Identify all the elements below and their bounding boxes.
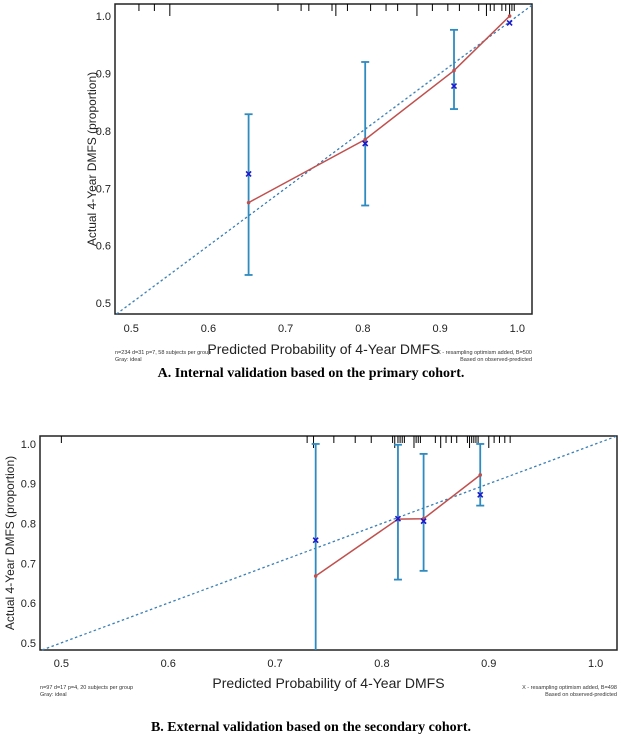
x-tick-label: 0.5 bbox=[54, 658, 69, 670]
footnote-right: Based on observed-predicted bbox=[545, 692, 617, 698]
footnote-right: Based on observed-predicted bbox=[460, 357, 532, 363]
y-tick-label: 0.9 bbox=[96, 68, 111, 80]
y-tick-label: 0.8 bbox=[21, 519, 36, 531]
plot-frame bbox=[39, 435, 618, 651]
apparent-line bbox=[315, 474, 481, 577]
apparent-point bbox=[452, 68, 456, 73]
x-tick-label: 1.0 bbox=[510, 323, 525, 335]
y-tick-label: 0.7 bbox=[96, 183, 111, 195]
bias-corrected-point bbox=[477, 491, 484, 498]
bias-corrected-point bbox=[420, 518, 427, 525]
bias-corrected-point bbox=[362, 140, 369, 147]
bias-corrected-point bbox=[312, 537, 319, 544]
x-tick-label: 0.7 bbox=[278, 323, 293, 335]
y-tick-label: 1.0 bbox=[96, 11, 111, 23]
ideal-line bbox=[41, 435, 618, 651]
x-tick-label: 0.7 bbox=[267, 658, 282, 670]
plot-frame bbox=[114, 3, 533, 315]
caption-a: A. Internal validation based on the prim… bbox=[157, 366, 465, 381]
bias-corrected-point bbox=[450, 83, 458, 90]
y-axis-label: Actual 4-Year DMFS (proportion) bbox=[3, 456, 17, 630]
footnote-left: n=234 d=31 p=7, 58 subjects per group bbox=[115, 350, 211, 356]
x-tick-label: 0.5 bbox=[124, 323, 139, 335]
ideal-line bbox=[116, 4, 533, 315]
y-tick-label: 0.9 bbox=[21, 479, 36, 491]
y-tick-label: 0.7 bbox=[21, 558, 36, 570]
bias-corrected-point bbox=[506, 19, 513, 27]
apparent-point bbox=[246, 200, 251, 205]
bias-corrected-point bbox=[394, 515, 402, 522]
x-tick-label: 0.6 bbox=[201, 323, 216, 335]
y-axis-label: Actual 4-Year DMFS (proportion) bbox=[85, 72, 99, 246]
x-tick-label: 1.0 bbox=[588, 658, 603, 670]
apparent-line bbox=[248, 15, 511, 204]
bias-corrected-point bbox=[245, 170, 252, 177]
y-tick-label: 0.5 bbox=[96, 298, 111, 310]
x-tick-label: 0.8 bbox=[355, 323, 370, 335]
footnote-left: Gray: ideal bbox=[115, 357, 142, 363]
y-tick-label: 0.5 bbox=[21, 638, 36, 650]
y-tick-label: 0.8 bbox=[96, 126, 111, 138]
x-axis-label: Predicted Probability of 4-Year DMFS bbox=[207, 341, 439, 357]
y-tick-label: 1.0 bbox=[21, 439, 36, 451]
apparent-point bbox=[478, 473, 483, 477]
apparent-point bbox=[313, 574, 318, 578]
y-tick-label: 0.6 bbox=[96, 241, 111, 253]
footnote-right: X - resampling optimism added, B=498 bbox=[522, 685, 617, 691]
x-tick-label: 0.8 bbox=[374, 658, 389, 670]
caption-b: B. External validation based on the seco… bbox=[150, 720, 472, 735]
x-tick-label: 0.6 bbox=[161, 658, 176, 670]
x-tick-label: 0.9 bbox=[481, 658, 496, 670]
footnote-right: X - resampling optimism added, B=500 bbox=[437, 350, 532, 356]
footnote-left: n=97 d=17 p=4, 20 subjects per group bbox=[40, 685, 133, 691]
apparent-point bbox=[363, 137, 368, 142]
x-tick-label: 0.9 bbox=[432, 323, 447, 335]
apparent-point bbox=[507, 14, 512, 18]
x-axis-label: Predicted Probability of 4-Year DMFS bbox=[212, 675, 444, 691]
footnote-left: Gray: ideal bbox=[40, 692, 67, 698]
y-tick-label: 0.6 bbox=[21, 598, 36, 610]
